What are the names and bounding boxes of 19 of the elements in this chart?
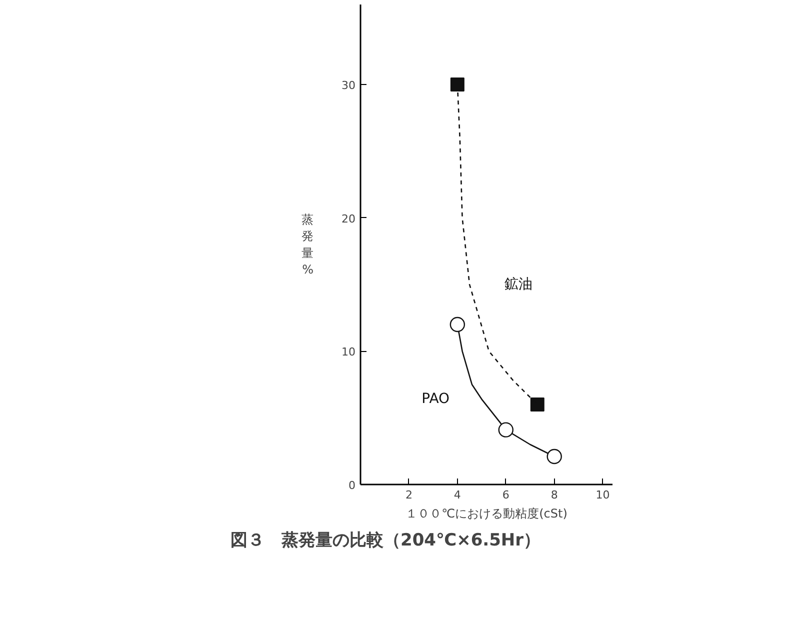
- point: [450, 316, 466, 332]
- x-axis-title: １００℃における動粘度(cSt): [406, 506, 568, 520]
- y-tick-label: 10: [342, 346, 356, 359]
- point: [546, 448, 562, 464]
- x-tick-label: 4: [454, 488, 461, 502]
- series-label: PAO: [422, 391, 450, 408]
- x-tick-label: 2: [405, 488, 412, 502]
- text: 鉱油: [504, 276, 533, 292]
- y-axis-title: 蒸発量%: [302, 212, 314, 277]
- text: 図３ 蒸発量の比較（204℃×6.5Hr）: [230, 530, 541, 550]
- x-tick-label: 8: [550, 488, 558, 502]
- point: [498, 422, 514, 438]
- point: [530, 398, 544, 412]
- x-tick-label: 6: [502, 488, 510, 502]
- point: [450, 78, 464, 92]
- y-tick-label: 30: [342, 79, 356, 92]
- x-tick-label: 10: [596, 488, 610, 502]
- y-tick-label: 20: [342, 212, 356, 226]
- y-tick-label: 0: [348, 479, 356, 492]
